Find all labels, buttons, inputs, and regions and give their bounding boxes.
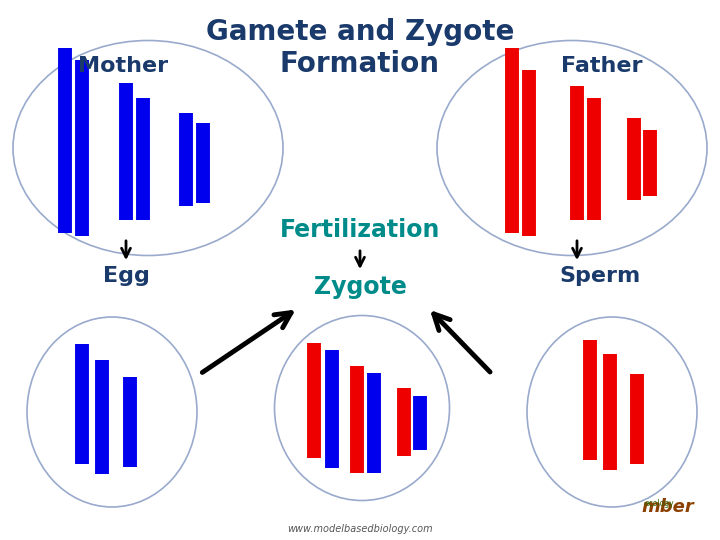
Text: Father: Father (562, 56, 643, 76)
Text: www.modelbasedbiology.com: www.modelbasedbiology.com (287, 524, 433, 534)
Text: Mother: Mother (78, 56, 168, 76)
Text: mber: mber (642, 498, 694, 516)
Text: Zygote: Zygote (314, 275, 406, 299)
Text: ecology: ecology (644, 499, 674, 508)
Text: Fertilization: Fertilization (280, 218, 440, 242)
Text: Gamete and Zygote
Formation: Gamete and Zygote Formation (206, 18, 514, 78)
Text: Egg: Egg (102, 266, 150, 286)
Text: Sperm: Sperm (559, 266, 641, 286)
